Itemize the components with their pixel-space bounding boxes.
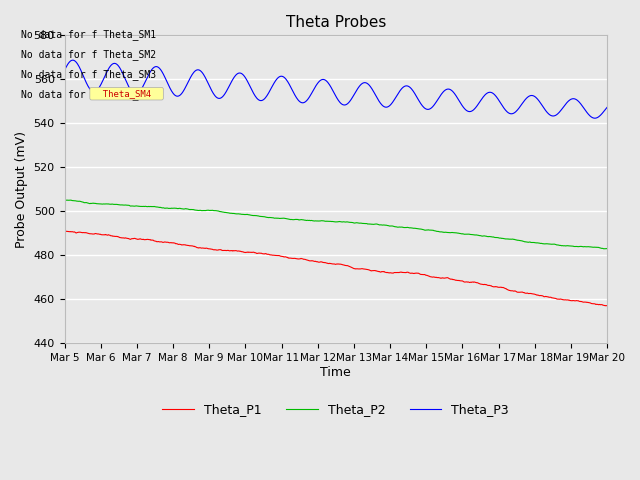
Theta_P2 bbox=[63, 197, 71, 203]
Theta_P3 bbox=[61, 68, 68, 73]
X-axis label: Time: Time bbox=[321, 365, 351, 379]
Text: No data for f Theta_SM1: No data for f Theta_SM1 bbox=[21, 29, 156, 40]
Line: Theta_P1: Theta_P1 bbox=[65, 231, 607, 306]
Line: Theta_P3: Theta_P3 bbox=[65, 60, 607, 118]
Theta_P2 bbox=[603, 246, 611, 252]
Theta_P2 bbox=[300, 217, 308, 223]
Theta_P2 bbox=[484, 234, 492, 240]
Theta_P1 bbox=[116, 235, 124, 240]
Theta_P3 bbox=[69, 57, 77, 63]
Y-axis label: Probe Output (mV): Probe Output (mV) bbox=[15, 131, 28, 248]
Theta_P1 bbox=[300, 256, 308, 262]
Theta_P3 bbox=[300, 100, 308, 106]
Theta_P1 bbox=[602, 303, 609, 309]
Theta_P3 bbox=[116, 66, 124, 72]
Text: No data for f Theta_SM3: No data for f Theta_SM3 bbox=[21, 69, 156, 80]
Theta_P1 bbox=[494, 284, 502, 290]
Theta_P2 bbox=[434, 228, 442, 234]
Theta_P1 bbox=[603, 303, 611, 309]
Text: No data for f Theta_SM4: No data for f Theta_SM4 bbox=[21, 89, 156, 100]
Theta_P2 bbox=[61, 197, 68, 203]
Theta_P3 bbox=[603, 105, 611, 110]
Theta_P2 bbox=[280, 216, 288, 221]
Theta_P1 bbox=[280, 254, 288, 260]
Theta_P2 bbox=[116, 202, 124, 208]
Text: Theta_SM4: Theta_SM4 bbox=[92, 89, 161, 98]
Theta_P1 bbox=[484, 282, 492, 288]
Theta_P3 bbox=[591, 115, 599, 121]
Theta_P3 bbox=[434, 97, 442, 103]
Theta_P2 bbox=[494, 235, 502, 240]
Theta_P2 bbox=[600, 246, 607, 252]
Theta_P1 bbox=[434, 275, 442, 280]
Line: Theta_P2: Theta_P2 bbox=[65, 200, 607, 249]
Title: Theta Probes: Theta Probes bbox=[285, 15, 386, 30]
Theta_P1 bbox=[61, 228, 69, 234]
Theta_P3 bbox=[484, 90, 492, 96]
Theta_P3 bbox=[280, 75, 288, 81]
Theta_P3 bbox=[494, 96, 502, 102]
Theta_P1 bbox=[61, 228, 68, 234]
Legend: Theta_P1, Theta_P2, Theta_P3: Theta_P1, Theta_P2, Theta_P3 bbox=[157, 398, 514, 421]
Text: No data for f Theta_SM2: No data for f Theta_SM2 bbox=[21, 49, 156, 60]
